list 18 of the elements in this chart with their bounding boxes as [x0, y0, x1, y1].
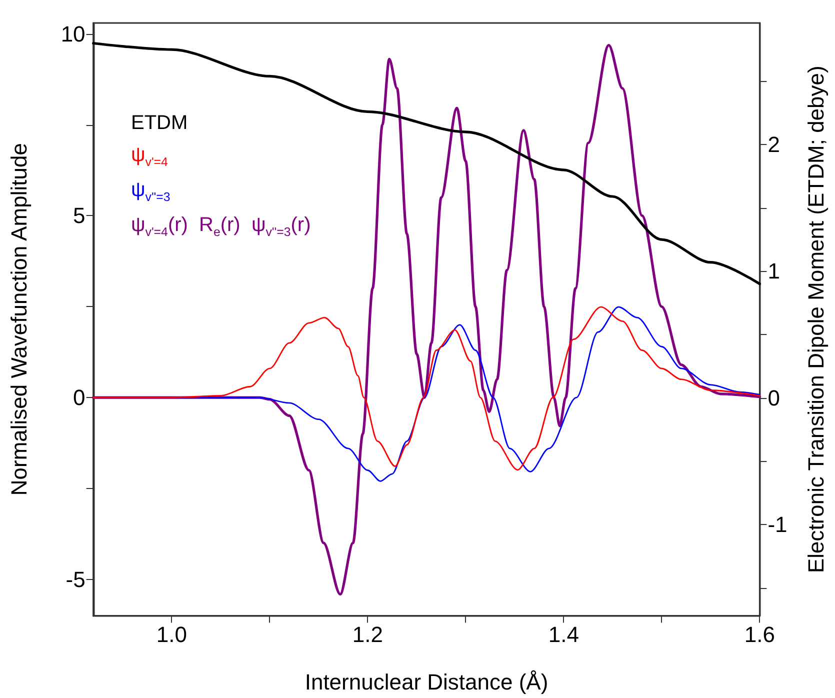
- y2-tick-label: -1: [768, 512, 788, 538]
- x-tick-label: 1.4: [548, 622, 579, 648]
- y2-axis-title: Electronic Transition Dipole Moment (ETDM; debye): [804, 66, 828, 574]
- line-series: [92, 42, 761, 286]
- y-tick-label: 10: [60, 21, 86, 46]
- x-tick-label: 1.6: [744, 622, 775, 648]
- y-tick-label: 5: [73, 203, 86, 228]
- y-tick-label: 0: [73, 385, 86, 410]
- y2-tick-label: 0: [768, 385, 780, 410]
- text: ETDM: [131, 112, 188, 134]
- x-tick-label: 1.0: [156, 622, 187, 648]
- x-axis-title: Internuclear Distance (Å): [304, 670, 548, 694]
- y-tick-label: -5: [66, 566, 86, 592]
- x-tick-label: 1.2: [352, 622, 383, 648]
- line-series: [92, 44, 761, 596]
- y2-tick-label: 2: [768, 132, 780, 158]
- y2-tick-label: 1: [768, 258, 780, 284]
- y-axis-title: Normalised Wavefunction Amplitude: [6, 143, 32, 496]
